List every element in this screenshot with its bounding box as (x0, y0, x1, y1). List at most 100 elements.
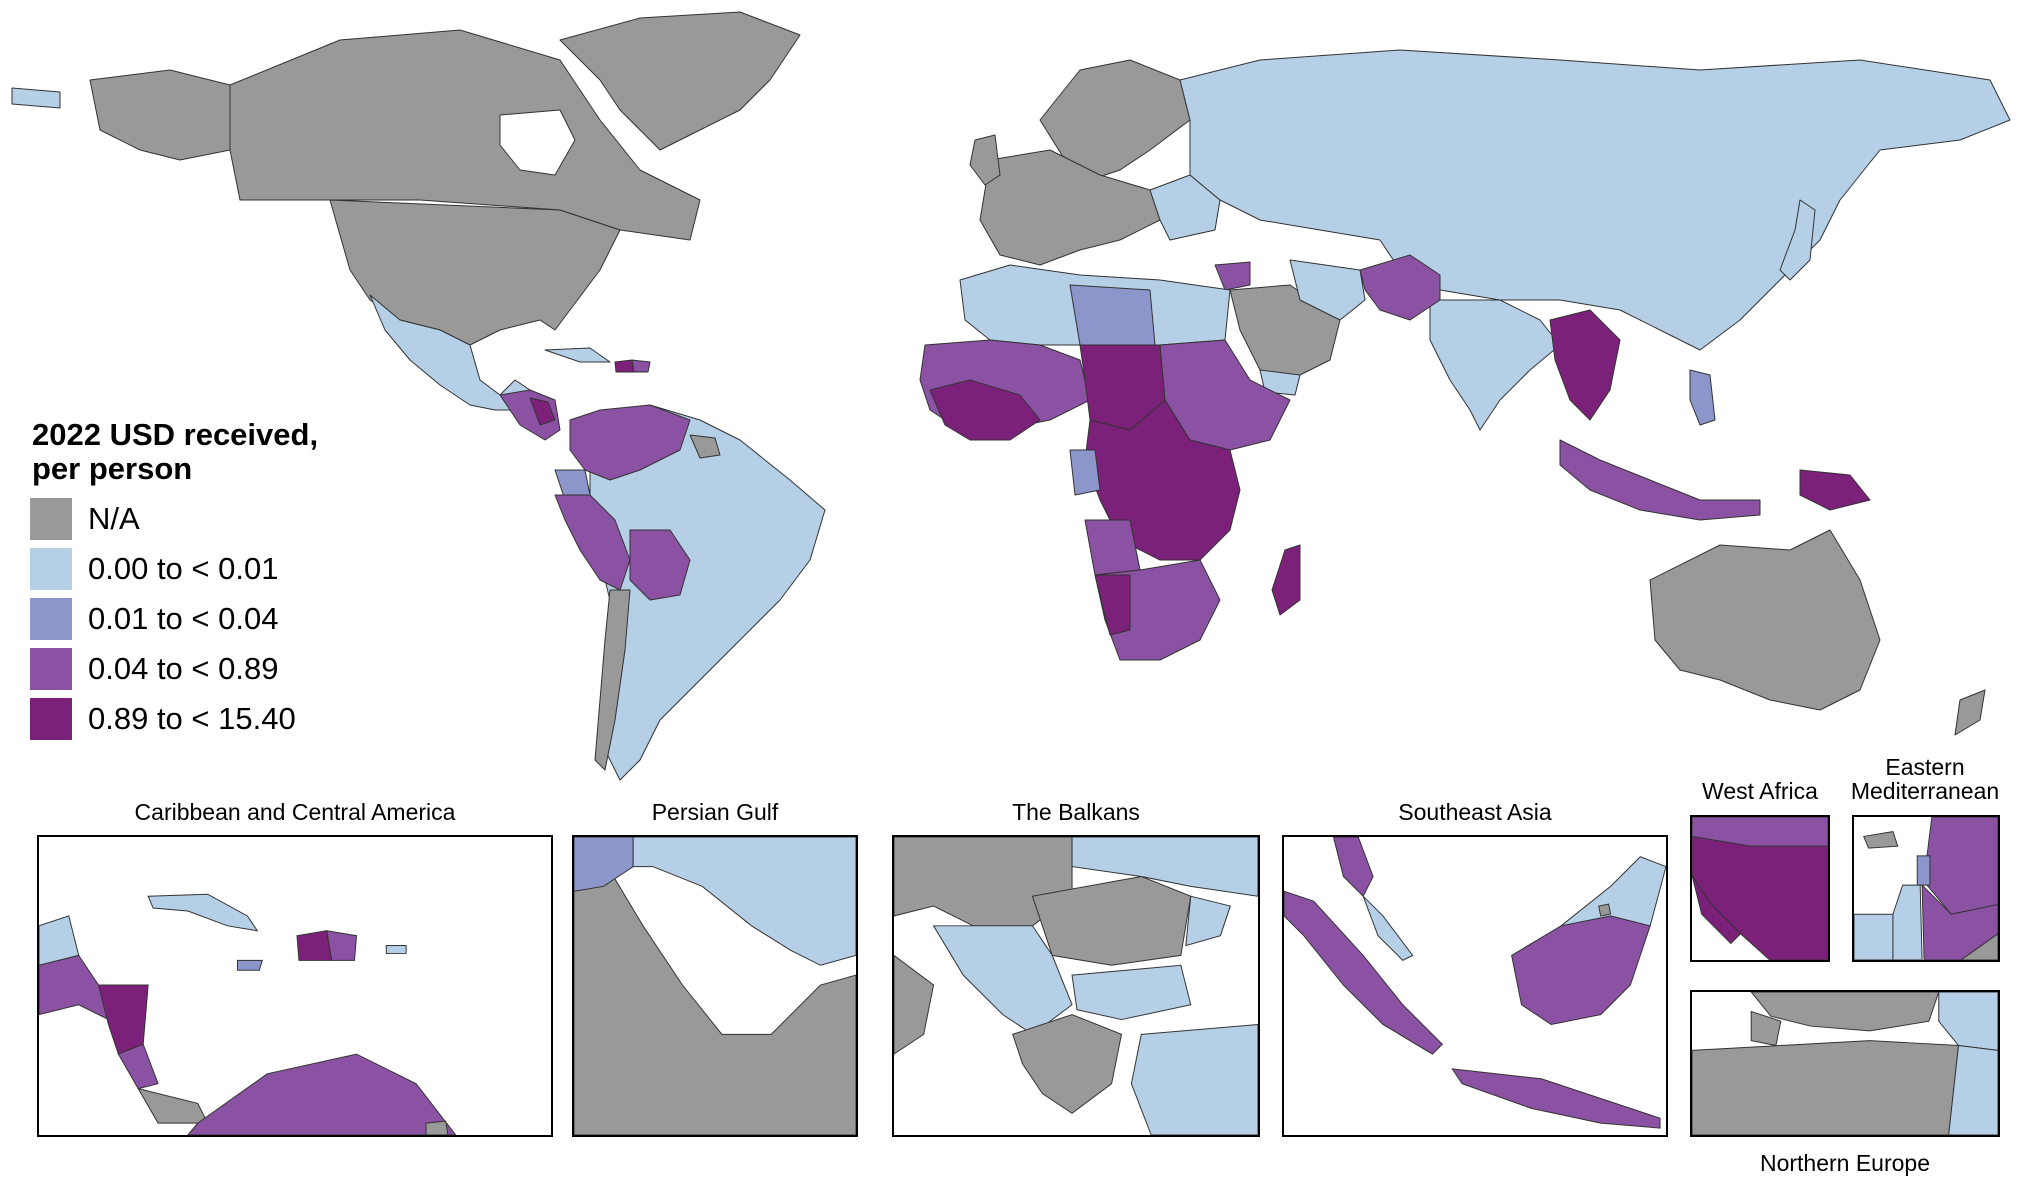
legend-item-4: 0.89 to < 15.40 (30, 694, 390, 744)
region-bolivia (629, 529, 691, 601)
inset-title-eastern-med-line2: Mediterranean (1850, 778, 2000, 804)
region-philippines (1689, 369, 1716, 426)
inset-sea-brunei (1598, 903, 1612, 917)
region-dominican (631, 359, 651, 373)
region-western-europe (979, 149, 1161, 266)
inset-balkans-turkey (1130, 1023, 1258, 1135)
inset-caribbean-cuba (147, 893, 259, 932)
legend-item-3: 0.04 to < 0.89 (30, 644, 390, 694)
inset-em-lebanon (1916, 855, 1931, 886)
region-png (1799, 469, 1871, 511)
region-australia (1649, 529, 1881, 711)
inset-caribbean-haiti (296, 930, 333, 961)
inset-caribbean-puerto-rico (385, 945, 407, 954)
region-nicaragua (529, 397, 556, 426)
legend-item-1: 0.00 to < 0.01 (30, 544, 390, 594)
legend-label-4: 0.89 to < 15.40 (88, 701, 296, 736)
hudson-bay (499, 109, 576, 176)
inset-em-jordan (1921, 883, 1998, 960)
inset-ne-belarus (1948, 1044, 1998, 1135)
legend-item-2: 0.01 to < 0.04 (30, 594, 390, 644)
legend-title-line1: 2022 USD received, (32, 417, 319, 452)
legend-swatch-na (30, 498, 72, 540)
inset-balkans (892, 835, 1260, 1137)
region-canada (229, 29, 701, 241)
inset-title-persian-gulf: Persian Gulf (651, 799, 779, 825)
inset-southeast-asia (1282, 835, 1668, 1137)
region-guianas (689, 434, 721, 459)
legend-label-2: 0.01 to < 0.04 (88, 601, 279, 636)
region-haiti (614, 359, 635, 373)
inset-caribbean (37, 835, 553, 1137)
region-cameroon-gabon (1069, 449, 1101, 496)
inset-caribbean-trinidad (425, 1120, 449, 1135)
region-angola (1084, 519, 1141, 576)
region-india (1429, 299, 1561, 431)
region-new-zealand (1954, 689, 1986, 736)
inset-balkans-bulgaria (1071, 964, 1192, 1021)
inset-em-syria (1926, 817, 1998, 915)
inset-northern-europe (1690, 990, 2000, 1137)
inset-sea-sabah (1560, 856, 1666, 927)
inset-ne-scandinavia (1750, 992, 1940, 1032)
inset-title-balkans: The Balkans (1012, 799, 1140, 825)
inset-em-egypt (1854, 913, 1894, 960)
inset-em-cyprus (1863, 831, 1899, 849)
region-myanmar-laos (1549, 309, 1621, 421)
legend-swatch-4 (30, 698, 72, 740)
inset-eastern-med (1852, 815, 2000, 962)
inset-wa-guinea (1692, 835, 1828, 960)
inset-title-caribbean: Caribbean and Central America (134, 799, 456, 825)
region-indonesia (1559, 439, 1761, 521)
region-madagascar (1271, 544, 1301, 616)
inset-sea-sumatra (1284, 890, 1444, 1055)
region-alaska (89, 69, 231, 161)
inset-gulf-iran (632, 837, 856, 966)
legend-label-3: 0.04 to < 0.89 (88, 651, 279, 686)
region-yemen (1259, 369, 1301, 396)
inset-title-west-africa: West Africa (1702, 778, 1818, 804)
legend-label-1: 0.00 to < 0.01 (88, 551, 279, 586)
region-uk (969, 134, 1001, 186)
legend-label-na: N/A (88, 501, 140, 536)
inset-title-eastern-med: Eastern Mediterranean (1840, 755, 2010, 803)
inset-sea-java (1451, 1068, 1661, 1129)
inset-caribbean-panama (137, 1087, 209, 1124)
inset-west-africa (1690, 815, 1830, 962)
inset-balkans-moldova (1185, 895, 1231, 947)
inset-title-southeast-asia: Southeast Asia (1398, 799, 1552, 825)
inset-ne-baltics (1938, 992, 1998, 1051)
inset-wa-coast (1692, 875, 1742, 945)
region-west-africa-coast (929, 379, 1041, 441)
region-venezuela-colombia (569, 404, 691, 481)
inset-persian-gulf (572, 835, 858, 1137)
inset-gulf-iraq (574, 837, 634, 892)
inset-caribbean-dominican (326, 930, 358, 961)
inset-sea-borneo (1511, 915, 1651, 1026)
legend-swatch-2 (30, 598, 72, 640)
inset-ne-central (1692, 1040, 1960, 1135)
region-alaska-tip (11, 87, 61, 109)
legend-swatch-3 (30, 648, 72, 690)
region-japan (1779, 199, 1816, 281)
inset-sea-thailand (1332, 837, 1374, 898)
region-cuba (544, 347, 611, 363)
region-chile (594, 589, 631, 771)
inset-balkans-italy (894, 954, 935, 1055)
inset-caribbean-costa-rica (117, 1043, 159, 1090)
inset-title-northern-europe: Northern Europe (1759, 1150, 1931, 1176)
region-namibia (1094, 574, 1131, 636)
legend: 2022 USD received, per person N/A 0.00 t… (30, 418, 390, 744)
region-usa (329, 199, 621, 346)
inset-caribbean-nicaragua (97, 984, 149, 1055)
region-russia-china (1179, 49, 2011, 351)
region-iran (1289, 259, 1366, 321)
region-libya (1069, 284, 1156, 346)
world-map (11, 11, 2011, 781)
legend-title: 2022 USD received, per person (32, 418, 390, 486)
region-syria (1214, 261, 1251, 291)
region-pakistan-afghanistan (1359, 254, 1441, 321)
inset-gulf-arabia (574, 875, 856, 1135)
inset-sea-malaysia (1362, 895, 1414, 961)
inset-balkans-former-yugoslavia (932, 925, 1073, 1035)
